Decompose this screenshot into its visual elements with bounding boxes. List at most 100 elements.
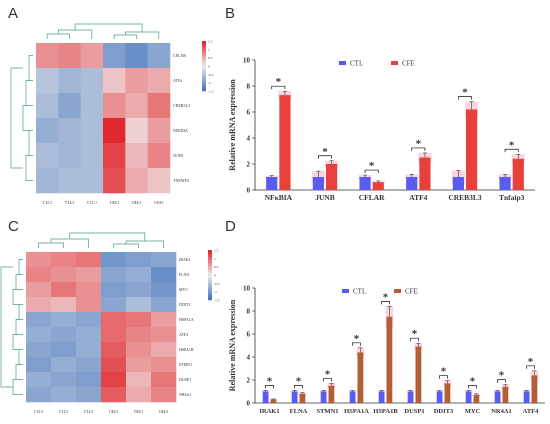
colorbar-segment: [208, 267, 212, 271]
heatmap-cell: [101, 327, 127, 343]
significance-star: *: [369, 160, 375, 172]
legend-swatch-ctl: [342, 289, 349, 293]
significance-star: *: [441, 366, 447, 378]
heatmap-row-label: CFLAR: [173, 53, 186, 58]
heatmap-cell: [126, 297, 152, 313]
category-label: NR4A1: [491, 408, 512, 415]
bar-cfe: [502, 386, 509, 403]
heatmap-cell: [76, 342, 102, 358]
bar-ctl: [349, 391, 356, 403]
category-label: MYC: [465, 408, 481, 415]
heatmap-cell: [101, 357, 127, 373]
heatmap-cell: [80, 168, 104, 194]
colorbar-segment: [202, 51, 206, 54]
colorbar-segment: [202, 66, 206, 69]
y-tick-label: 10: [243, 285, 251, 293]
heatmap-cell: [126, 312, 152, 328]
heatmap-cell: [51, 357, 77, 373]
significance-bracket: [410, 337, 419, 342]
legend-label-cfe: CFE: [402, 60, 415, 68]
bar-ctl: [320, 391, 327, 403]
significance-bracket: [318, 155, 332, 159]
legend-label-ctl: CTL: [353, 288, 366, 296]
heatmap-cell: [101, 312, 127, 328]
heatmap-cell: [151, 267, 177, 283]
heatmap-cell: [101, 342, 127, 358]
heatmap-row-label: NFKBIA: [173, 128, 188, 133]
colorbar-segment: [208, 297, 212, 301]
colorbar-tick: 0.5: [214, 265, 219, 269]
heatmap-cell: [101, 267, 127, 283]
category-label: FLNA: [290, 408, 308, 415]
bar-cfe: [415, 346, 422, 403]
heatmap-cell: [125, 93, 148, 119]
heatmap-column-label: CTL2: [59, 409, 69, 414]
bar-cfe: [328, 385, 335, 403]
heatmap-cell: [26, 267, 52, 283]
colorbar-segment: [202, 88, 206, 92]
heatmap-row-label: NR4A1: [179, 392, 191, 397]
category-label: HSPA1B: [373, 408, 398, 415]
colorbar-segment: [208, 285, 212, 288]
colorbar-segment: [208, 287, 212, 291]
panel-label-b: B: [225, 5, 236, 22]
y-tick-label: 8: [247, 83, 251, 91]
legend-label-ctl: CTL: [350, 60, 363, 68]
heatmap-cell: [80, 118, 104, 144]
colorbar-segment: [208, 282, 212, 286]
bar-chart-b: 0 2 4 6 8 10 Relative mRNA expression CTL CFE * NF…: [228, 57, 535, 202]
heatmap-cell: [51, 267, 77, 283]
heatmap-column-label: CTL3: [87, 200, 97, 205]
heatmap-column-label: CFE3: [159, 409, 168, 414]
heatmap-cell: [125, 168, 148, 194]
colorbar-segment: [202, 76, 206, 79]
heatmap-cell: [103, 43, 126, 69]
heatmap-row-label: HSPA1B: [179, 347, 194, 352]
significance-star: *: [462, 87, 468, 99]
legend-swatch-cfe: [394, 289, 401, 293]
heatmap-row-label: STMN1: [179, 362, 192, 367]
y-tick-label: 0: [247, 400, 251, 408]
heatmap-column-label: CFE1: [109, 200, 118, 205]
row-dendrogram: [10, 55, 33, 181]
colorbar-segment: [208, 272, 212, 276]
heatmap-cell: [126, 282, 152, 298]
colorbar-segment: [208, 270, 212, 273]
colorbar-segment: [202, 71, 206, 74]
y-tick-label: 0: [247, 187, 251, 195]
y-tick-label: 8: [247, 308, 251, 316]
heatmap-cell: [126, 327, 152, 343]
bar-cfe: [512, 158, 524, 190]
heatmap-cell: [51, 327, 77, 343]
heatmap-cell: [103, 118, 126, 144]
heatmap-cell: [58, 43, 81, 69]
dendrogram-branch: [113, 31, 160, 39]
heatmap-cell: [101, 372, 127, 388]
colorbar-segment: [202, 53, 206, 57]
colorbar-segment: [208, 265, 212, 268]
heatmap-cell: [125, 43, 148, 69]
heatmap-cell: [76, 282, 102, 298]
category-label: CFLAR: [359, 193, 385, 202]
y-tick-label: 2: [247, 377, 251, 385]
dendrogram-branch: [38, 238, 89, 248]
bar-cfe: [299, 393, 306, 403]
heatmap-cell: [26, 312, 52, 328]
significance-bracket: [504, 148, 519, 153]
column-dendrogram: [46, 23, 160, 39]
panel-label-d: D: [225, 218, 236, 235]
y-axis-label: Relative mRNA expression: [228, 299, 237, 391]
heatmap-cell: [103, 93, 126, 119]
colorbar-segment: [208, 260, 212, 263]
significance-star: *: [509, 139, 515, 151]
significance-bracket: [271, 85, 286, 90]
heatmap-cell: [151, 312, 177, 328]
significance-bracket: [265, 385, 274, 389]
heatmap-column-label: CFE1: [109, 409, 118, 414]
bar-cfe: [270, 399, 277, 403]
bar-cfe: [386, 316, 393, 403]
category-label: JUNB: [315, 193, 335, 202]
significance-star: *: [325, 368, 331, 380]
heatmap-cell: [58, 118, 81, 144]
